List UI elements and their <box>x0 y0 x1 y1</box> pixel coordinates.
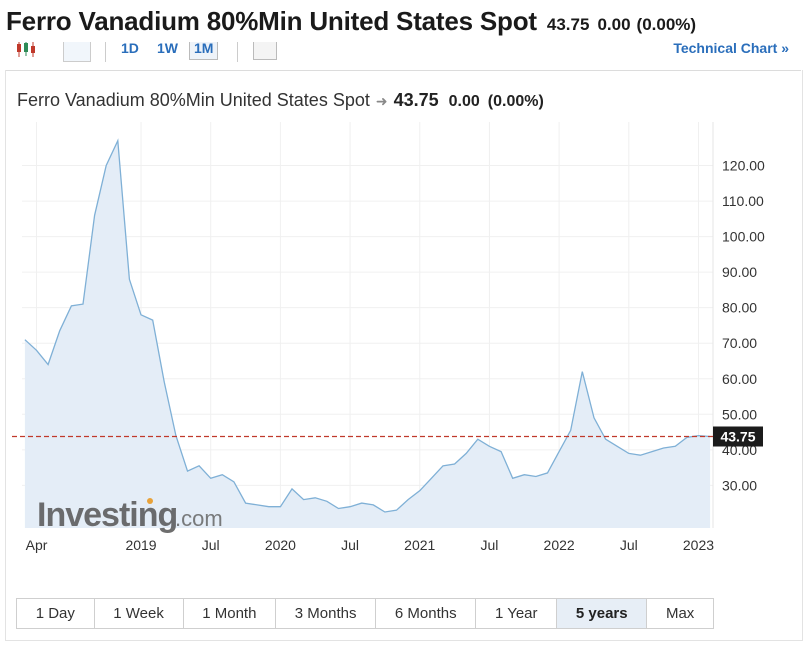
interval-1d-button[interactable]: 1D <box>121 42 139 56</box>
x-tick-label: 2023 <box>683 537 714 553</box>
chart-toolbar: 1D 1W 1M Technical Chart » <box>5 42 801 71</box>
investing-watermark: Investing <box>37 496 177 534</box>
time-range-selector: 1 Day 1 Week 1 Month 3 Months 6 Months 1 Year… <box>16 598 714 629</box>
x-tick-label: 2019 <box>125 537 156 553</box>
investing-watermark-suffix: .com <box>175 506 223 531</box>
header-change-percent: (0.00%) <box>636 15 697 34</box>
price-line <box>24 138 711 513</box>
chart-title-name: Ferro Vanadium 80%Min United States Spot <box>17 90 370 110</box>
document-icon[interactable] <box>253 42 277 60</box>
chart-panel: 30.00 40.00 50.00 60.00 70.00 80.00 90.00 100.0… <box>5 70 803 641</box>
watermark-dot <box>147 498 153 504</box>
technical-chart-link[interactable]: Technical Chart » <box>673 42 789 56</box>
last-price-tag <box>713 426 763 447</box>
y-tick-label: 110.00 <box>722 193 764 209</box>
header-price: 43.75 <box>546 15 590 34</box>
range-button-1-day[interactable]: 1 Day <box>17 599 95 628</box>
toolbar-divider <box>105 42 106 62</box>
arrow-right-icon: ➜ <box>375 93 388 109</box>
range-button-1-month[interactable]: 1 Month <box>183 599 277 628</box>
x-tick-label: Jul <box>341 537 359 553</box>
y-tick-label: 30.00 <box>722 477 757 493</box>
chart-title-change: 0.00 <box>448 93 480 110</box>
range-button-3-months[interactable]: 3 Months <box>276 599 377 628</box>
y-tick-label: 100.00 <box>722 229 765 245</box>
interval-1m-button[interactable]: 1M <box>189 42 219 60</box>
range-button-max[interactable]: Max <box>647 599 713 628</box>
area-chart-icon[interactable] <box>63 42 91 62</box>
y-tick-label: 50.00 <box>722 406 757 422</box>
page-header: Ferro Vanadium 80%Min United States Spot… <box>0 0 803 42</box>
y-tick-label: 60.00 <box>722 371 757 387</box>
x-tick-label: 2022 <box>544 537 575 553</box>
range-button-5-years[interactable]: 5 years <box>557 599 648 628</box>
area-fill <box>24 140 711 528</box>
range-button-1-week[interactable]: 1 Week <box>94 599 184 628</box>
x-tick-label: 2020 <box>265 537 296 553</box>
x-tick-label: Jul <box>620 537 638 553</box>
last-price-label: 43.75 <box>720 428 755 444</box>
y-tick-label: 70.00 <box>722 335 757 351</box>
chart-title-price: 43.75 <box>393 90 439 110</box>
range-button-1-year[interactable]: 1 Year <box>476 599 558 628</box>
x-tick-label: Jul <box>202 537 220 553</box>
y-tick-label: 90.00 <box>722 264 757 280</box>
toolbar-divider <box>237 42 238 62</box>
header-change: 0.00 <box>597 15 631 34</box>
range-button-6-months[interactable]: 6 Months <box>376 599 477 628</box>
chart-title-change-percent: (0.00%) <box>487 93 544 110</box>
price-chart[interactable]: 30.0040.0050.0060.0070.0080.0090.00100.0… <box>6 70 802 640</box>
x-tick-label: 2021 <box>404 537 435 553</box>
y-tick-label: 80.00 <box>722 300 757 316</box>
page-title: Ferro Vanadium 80%Min United States Spot <box>6 6 537 36</box>
x-tick-label: Apr <box>26 537 48 553</box>
interval-1w-button[interactable]: 1W <box>157 42 178 56</box>
candlestick-chart-icon[interactable] <box>15 42 37 58</box>
chart-title: Ferro Vanadium 80%Min United States Spot… <box>17 90 544 111</box>
x-tick-label: Jul <box>480 537 498 553</box>
y-tick-label: 120.00 <box>722 158 765 174</box>
